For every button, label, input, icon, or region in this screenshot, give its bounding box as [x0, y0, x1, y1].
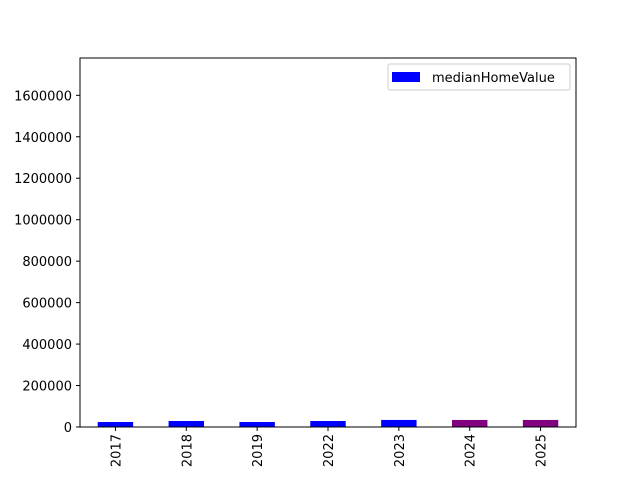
legend-label: medianHomeValue	[432, 71, 555, 86]
y-tick-label: 600000	[22, 297, 72, 312]
y-tick-label: 800000	[22, 255, 72, 270]
legend-swatch	[392, 72, 420, 82]
x-tick-label: 2024	[464, 434, 479, 467]
plot-frame	[79, 57, 577, 428]
bar	[381, 419, 417, 427]
bar	[239, 422, 275, 427]
y-tick-label: 0	[64, 421, 72, 436]
bar	[168, 420, 204, 427]
x-tick-label: 2025	[535, 434, 550, 467]
x-tick-label: 2023	[393, 434, 408, 467]
bar	[522, 419, 559, 427]
x-tick-label: 2018	[180, 434, 195, 467]
y-tick-label: 1200000	[14, 172, 72, 187]
x-tick-label: 2022	[322, 434, 337, 467]
bar	[97, 422, 134, 427]
bar	[310, 420, 346, 427]
legend-box	[387, 63, 571, 91]
y-tick-label: 400000	[22, 338, 72, 353]
y-tick-label: 1000000	[14, 214, 72, 229]
y-tick-label: 1600000	[14, 89, 72, 104]
bar	[452, 419, 488, 427]
y-tick-label: 1400000	[14, 131, 72, 146]
y-tick-label: 200000	[22, 380, 72, 395]
x-tick-label: 2019	[251, 434, 266, 467]
x-tick-label: 2017	[109, 434, 124, 467]
